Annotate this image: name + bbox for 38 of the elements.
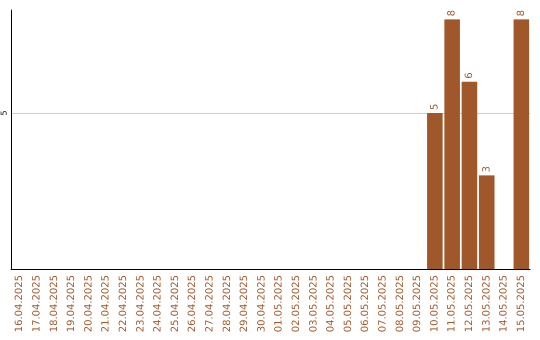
x-tick-label: 28.04.2025: [222, 275, 233, 332]
data-label: 6: [464, 72, 475, 79]
x-tick-label: 05.05.2025: [342, 275, 354, 332]
x-tick-label: 20.04.2025: [83, 275, 94, 332]
x-tick-label: 16.04.2025: [14, 275, 26, 332]
x-tick-label: 21.04.2025: [100, 275, 112, 332]
x-tick-label: 10.05.2025: [429, 275, 440, 332]
x-tick-label: 25.04.2025: [170, 275, 181, 332]
x-tick-label: 03.05.2025: [308, 275, 320, 332]
x-tick-label: 06.05.2025: [360, 275, 372, 332]
x-tick-label: 24.04.2025: [152, 275, 164, 332]
x-tick-label: 14.05.2025: [498, 275, 510, 332]
x-tick-label: 22.04.2025: [118, 275, 129, 332]
x-tick-label: 02.05.2025: [290, 275, 302, 332]
x-tick-label: 27.04.2025: [204, 275, 216, 332]
x-tick-label: 11.05.2025: [446, 275, 458, 332]
x-tick-label: 23.04.2025: [135, 275, 146, 332]
x-tick-label: 19.04.2025: [66, 275, 78, 332]
x-tick-label: 29.04.2025: [239, 275, 250, 332]
x-tick-label: 13.05.2025: [481, 275, 492, 332]
x-tick-label: 18.04.2025: [48, 275, 60, 332]
x-tick-label: 12.05.2025: [464, 275, 475, 332]
data-label: 3: [481, 166, 492, 172]
x-tick-label: 17.04.2025: [31, 275, 42, 332]
x-tick-label: 30.04.2025: [256, 275, 268, 332]
bar: [478, 175, 495, 269]
data-label: 5: [429, 104, 440, 110]
data-label: 8: [516, 10, 527, 16]
x-tick-label: 26.04.2025: [187, 275, 198, 332]
x-tick-label: 04.05.2025: [326, 275, 337, 332]
x-tick-label: 15.05.2025: [516, 275, 527, 332]
x-tick-label: 07.05.2025: [377, 275, 388, 332]
bar: [427, 112, 443, 269]
bar: [514, 19, 530, 269]
x-tick-label: 08.05.2025: [394, 275, 406, 332]
x-tick-label: 09.05.2025: [412, 275, 424, 332]
x-tick-label: 01.05.2025: [274, 275, 285, 332]
data-label: 8: [446, 10, 458, 16]
